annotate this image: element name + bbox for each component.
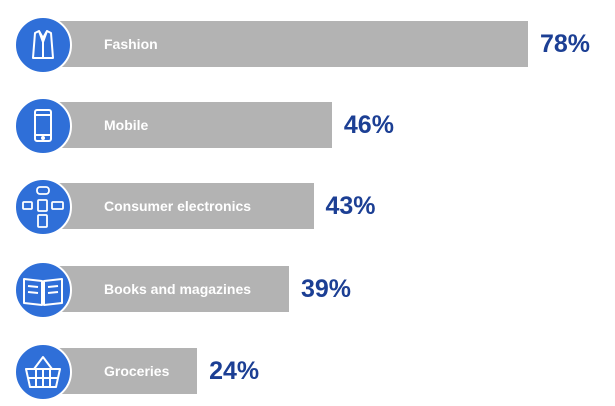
bar-row-consumer-electronics: Consumer electronics 43% bbox=[0, 178, 615, 238]
smartphone-icon bbox=[14, 97, 72, 155]
bar-label-fashion: Fashion bbox=[104, 36, 158, 52]
bar-row-mobile: Mobile 46% bbox=[0, 97, 615, 157]
value-label-fashion: 78% bbox=[540, 30, 591, 58]
bar-label-books-and-magazines: Books and magazines bbox=[104, 281, 252, 297]
value-label-groceries: 24% bbox=[209, 357, 260, 385]
bar-row-books-and-magazines: Books and magazines 39% bbox=[0, 261, 615, 321]
bar-groceries bbox=[50, 348, 198, 394]
bar-fashion bbox=[50, 21, 528, 67]
bar-label-mobile: Mobile bbox=[104, 117, 149, 133]
bar-mobile bbox=[50, 102, 332, 148]
basket-icon bbox=[14, 343, 72, 401]
bar-label-consumer-electronics: Consumer electronics bbox=[104, 198, 252, 214]
value-label-mobile: 46% bbox=[343, 111, 394, 139]
book-icon bbox=[14, 261, 72, 319]
value-label-consumer-electronics: 43% bbox=[325, 192, 376, 220]
bar-consumer-electronics bbox=[50, 183, 314, 229]
bar-row-fashion: Fashion 78% bbox=[0, 16, 615, 76]
jacket-icon bbox=[14, 16, 72, 74]
bar-books-and-magazines bbox=[50, 266, 289, 312]
value-label-books-and-magazines: 39% bbox=[301, 275, 352, 303]
bar-label-groceries: Groceries bbox=[104, 363, 170, 379]
bar-row-groceries: Groceries 24% bbox=[0, 343, 615, 403]
electronics-icon bbox=[14, 178, 72, 236]
